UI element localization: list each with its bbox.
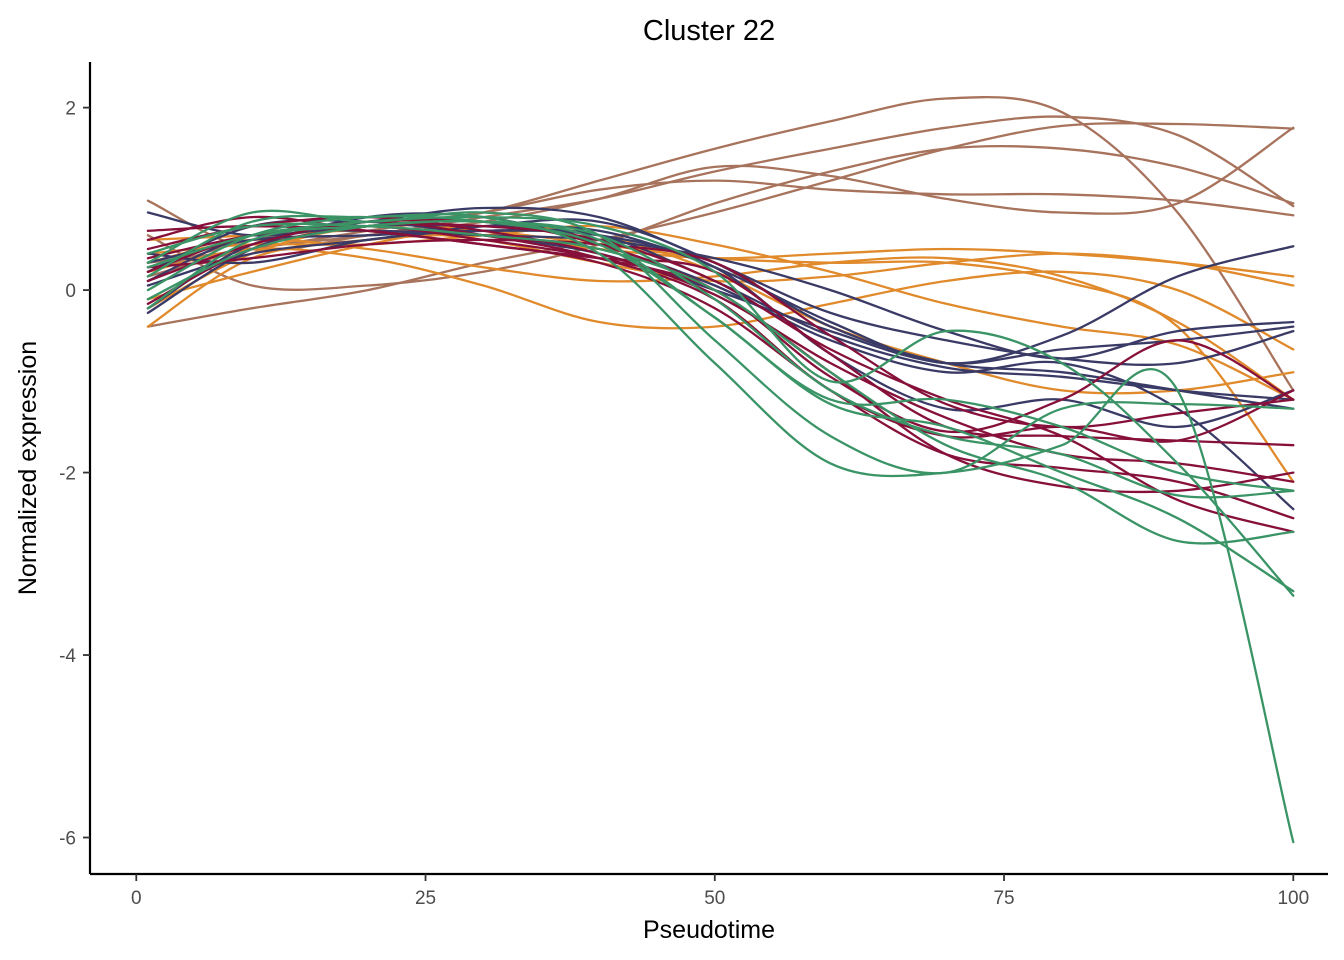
series-line-1 (146, 126, 1295, 252)
series-line-6 (146, 115, 1295, 278)
series-line-36 (146, 219, 1295, 499)
series-layer (146, 96, 1295, 844)
series-line-35 (146, 222, 1295, 545)
x-tick-label: 50 (704, 888, 725, 909)
y-tick-label: 2 (65, 99, 76, 120)
series-line-9 (146, 247, 1295, 351)
series-line-30 (146, 209, 1295, 475)
series-line-28 (146, 238, 1295, 429)
y-axis-title: Normalized expression (14, 341, 42, 595)
x-tick-label: 75 (993, 888, 1014, 909)
series-line-2 (146, 96, 1295, 392)
y-tick-label: -6 (59, 829, 76, 850)
y-tick-label: 0 (65, 281, 76, 302)
x-axis-ticks: 0 25 50 75 100 (131, 874, 1309, 909)
x-tick-label: 100 (1277, 888, 1309, 909)
y-axis-ticks: 2 0 -2 -4 -6 (59, 99, 90, 850)
series-line-34 (146, 215, 1295, 593)
x-tick-label: 25 (415, 888, 436, 909)
y-tick-label: -2 (59, 464, 76, 485)
x-tick-label: 0 (131, 888, 142, 909)
series-line-4 (146, 144, 1295, 291)
x-axis-title: Pseudotime (643, 916, 775, 944)
y-tick-label: -4 (59, 646, 76, 667)
series-line-3 (146, 122, 1295, 328)
chart-title: Cluster 22 (643, 15, 775, 47)
series-line-33 (146, 215, 1295, 597)
